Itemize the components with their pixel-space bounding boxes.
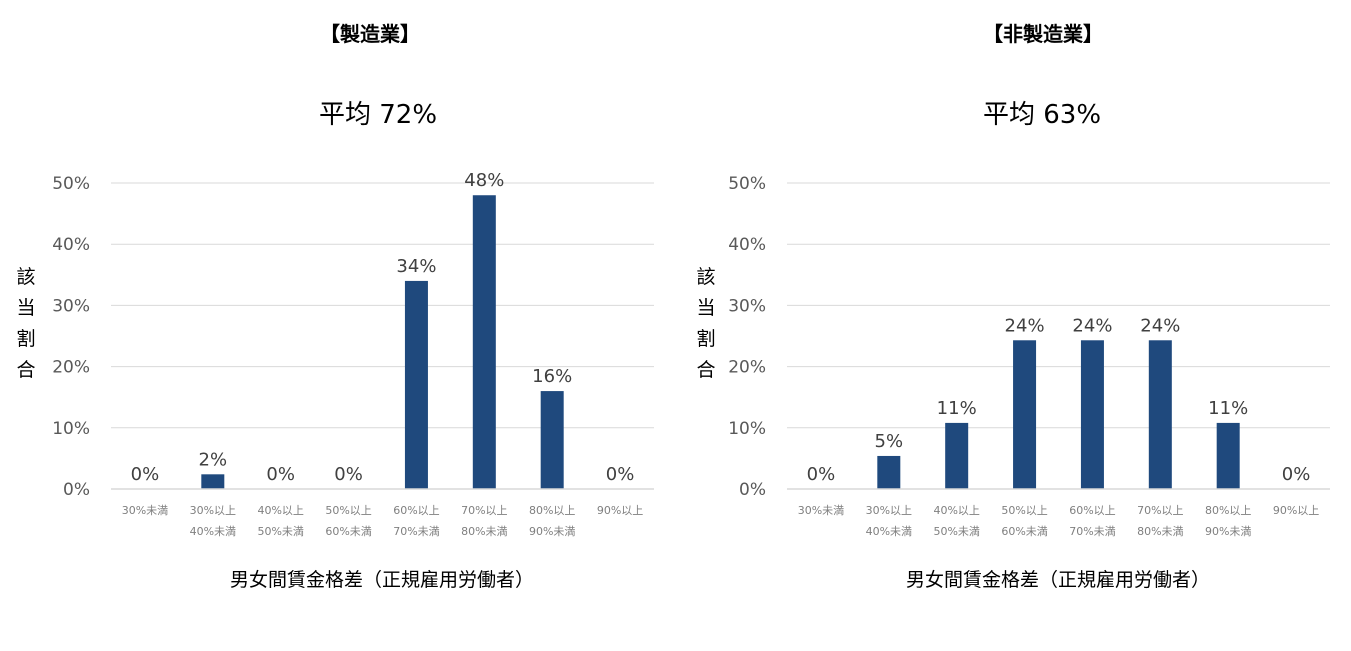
bar (201, 474, 225, 489)
y-tick-label: 20% (728, 358, 766, 378)
y-axis-label: 該当割合 (16, 266, 36, 381)
x-tick-label: 80%未満 (461, 525, 507, 538)
chart-title: 【非製造業】 (983, 22, 1103, 46)
y-tick-label: 20% (52, 358, 90, 378)
x-tick-label: 90%以上 (597, 504, 643, 517)
data-label: 0% (807, 464, 836, 485)
y-tick-label: 40% (52, 235, 90, 255)
x-tick-label: 40%未満 (866, 525, 912, 538)
x-tick-label: 90%以上 (1273, 504, 1319, 517)
bar (472, 195, 496, 490)
x-tick-label: 80%以上 (529, 504, 575, 517)
data-label: 0% (131, 464, 160, 485)
data-label: 24% (1005, 315, 1045, 336)
x-tick-label: 30%未満 (798, 504, 844, 517)
x-tick-label: 40%未満 (190, 525, 236, 538)
bar (1080, 340, 1104, 489)
data-label: 11% (937, 398, 977, 419)
chart-subtitle-average: 平均 63% (982, 100, 1102, 130)
data-label: 34% (396, 256, 436, 277)
bar-chart: 0% 10% 20% 30% 40% 50% 0% 30%未満 5% 30%以上 40%未満 11% 4… (728, 174, 1330, 538)
x-tick-label: 60%未満 (1001, 525, 1047, 538)
x-tick-label: 30%以上 (866, 504, 912, 517)
bar (1148, 340, 1172, 489)
bar (1216, 422, 1240, 489)
bar (404, 280, 428, 489)
x-tick-label: 60%以上 (1069, 504, 1115, 517)
data-label: 0% (1282, 464, 1311, 485)
y-tick-label: 0% (63, 480, 90, 500)
x-tick-label: 40%以上 (257, 504, 303, 517)
x-tick-label: 30%未満 (122, 504, 168, 517)
data-label: 11% (1208, 398, 1248, 419)
x-tick-label: 50%未満 (257, 525, 303, 538)
y-tick-label: 10% (52, 419, 90, 439)
x-tick-label: 70%未満 (1069, 525, 1115, 538)
x-tick-label: 60%以上 (393, 504, 439, 517)
chart-subtitle-average: 平均 72% (318, 100, 438, 130)
data-label: 48% (464, 170, 504, 191)
y-tick-label: 40% (728, 235, 766, 255)
data-label: 0% (334, 464, 363, 485)
x-tick-label: 60%未満 (325, 525, 371, 538)
data-label: 0% (606, 464, 635, 485)
x-tick-label: 90%未満 (529, 525, 575, 538)
bar (877, 455, 901, 489)
data-label: 2% (199, 449, 228, 470)
chart-panel-manufacturing: 【製造業】 平均 72% 該当割合 0% 10% 20% 30% 40% 50% 0% 30%… (16, 22, 654, 591)
x-tick-label: 90%未満 (1205, 525, 1251, 538)
data-label: 16% (532, 366, 572, 387)
x-tick-label: 70%未満 (393, 525, 439, 538)
data-label: 24% (1140, 315, 1180, 336)
data-label: 5% (875, 431, 904, 452)
y-axis-label: 該当割合 (696, 266, 716, 381)
y-tick-label: 50% (52, 174, 90, 194)
x-tick-label: 40%以上 (933, 504, 979, 517)
bar (945, 422, 969, 489)
y-tick-label: 30% (728, 296, 766, 316)
y-tick-label: 0% (739, 480, 766, 500)
bar (540, 391, 564, 489)
data-label: 24% (1072, 315, 1112, 336)
x-tick-label: 50%未満 (933, 525, 979, 538)
x-tick-label: 50%以上 (1001, 504, 1047, 517)
x-tick-label: 80%未満 (1137, 525, 1183, 538)
bar (1013, 340, 1037, 489)
y-tick-label: 50% (728, 174, 766, 194)
chart-panel-non-manufacturing: 【非製造業】 平均 63% 該当割合 0% 10% 20% 30% 40% 50% 0% 30… (676, 0, 1351, 651)
x-tick-label: 70%以上 (1137, 504, 1183, 517)
x-tick-label: 80%以上 (1205, 504, 1251, 517)
x-tick-label: 50%以上 (325, 504, 371, 517)
x-tick-label: 70%以上 (461, 504, 507, 517)
bar-chart: 0% 10% 20% 30% 40% 50% 0% 30%未満 2% 30%以上 40%未満 0% 40… (52, 170, 654, 538)
y-tick-label: 30% (52, 296, 90, 316)
x-axis-label: 男女間賃金格差（正規雇用労働者） (229, 569, 534, 591)
y-tick-label: 10% (728, 419, 766, 439)
data-label: 0% (266, 464, 295, 485)
chart-title: 【製造業】 (320, 22, 420, 46)
x-tick-label: 30%以上 (190, 504, 236, 517)
x-axis-label: 男女間賃金格差（正規雇用労働者） (905, 569, 1210, 591)
